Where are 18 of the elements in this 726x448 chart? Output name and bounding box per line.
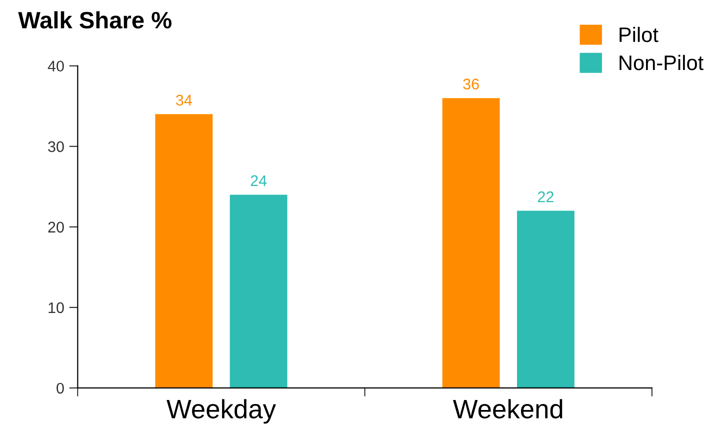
bar: [442, 98, 500, 388]
data-label: 36: [463, 78, 479, 90]
x-tick-label: Weekend: [452, 399, 562, 418]
legend-label: Pilot: [620, 26, 658, 42]
y-tick-label: 0: [56, 382, 64, 394]
bar: [516, 210, 574, 388]
data-label: 24: [250, 175, 267, 186]
x-tick-label: Weekday: [166, 399, 276, 424]
bar: [230, 194, 288, 388]
y-tick-label: 10: [48, 302, 64, 314]
y-tick-label: 20: [48, 222, 64, 233]
data-label: 22: [538, 191, 554, 202]
y-tick-label: 40: [48, 60, 64, 72]
y-tick-label: 30: [48, 141, 64, 152]
data-label: 34: [176, 94, 192, 106]
legend-label: Non-Pilot: [620, 54, 704, 70]
bar: [155, 114, 213, 388]
chart-title: Walk Share %: [18, 11, 172, 29]
